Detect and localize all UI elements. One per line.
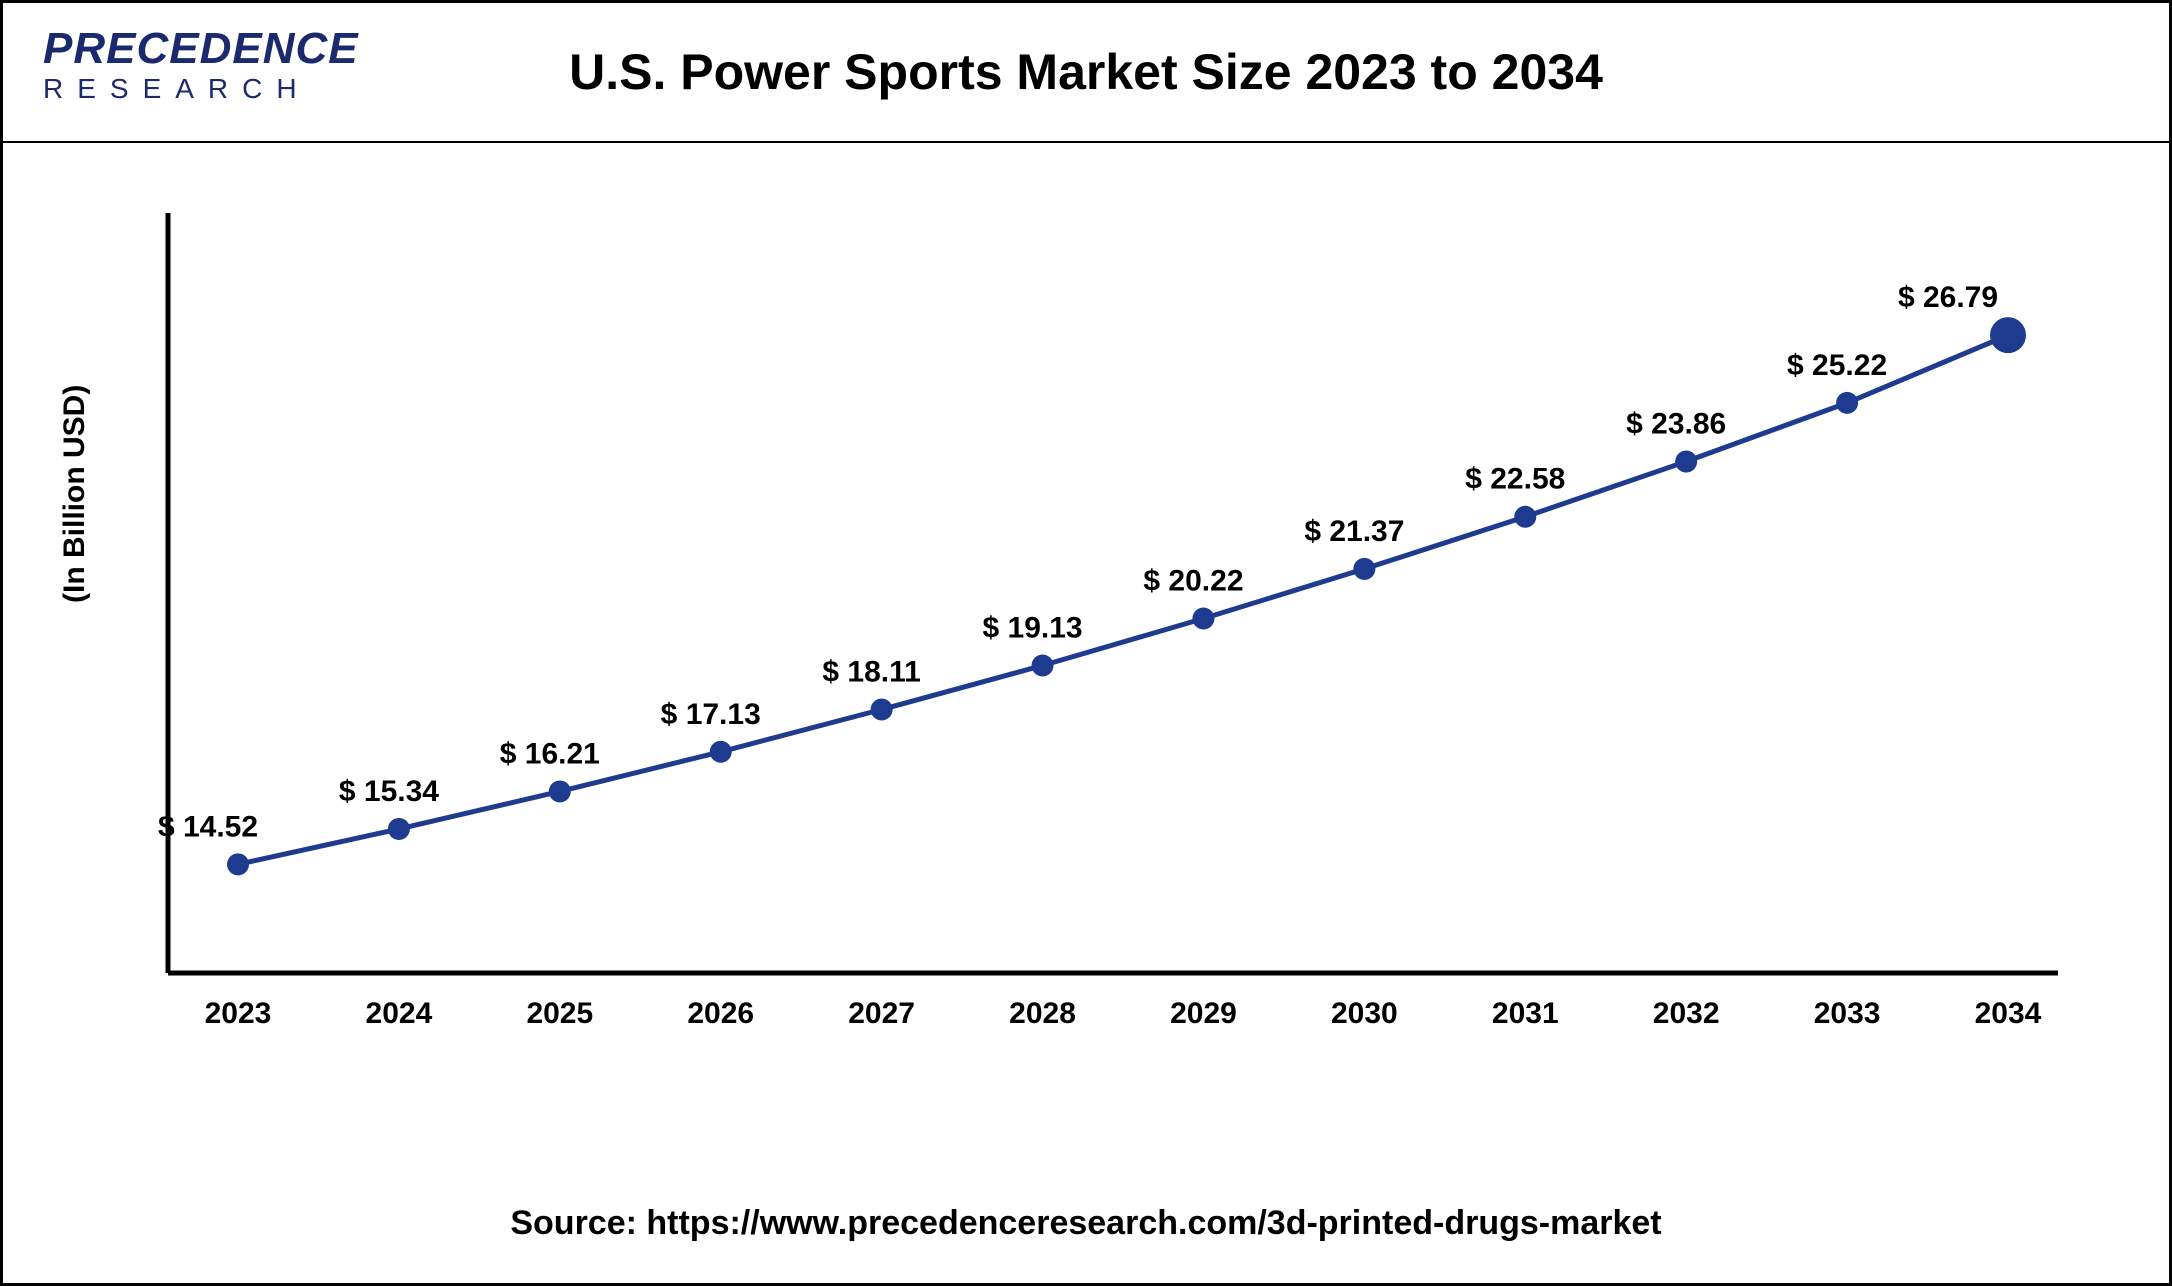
- x-tick-label: 2028: [1009, 997, 1076, 1030]
- value-label: $ 21.37: [1304, 515, 1404, 548]
- value-label: $ 20.22: [1143, 565, 1243, 598]
- data-marker: [1514, 506, 1536, 528]
- x-tick-label: 2031: [1492, 997, 1559, 1030]
- value-label: $ 23.86: [1626, 408, 1726, 441]
- value-label: $ 22.58: [1465, 463, 1565, 496]
- x-tick-label: 2030: [1331, 997, 1398, 1030]
- value-label: $ 14.52: [158, 810, 258, 843]
- x-tick-label: 2029: [1170, 997, 1237, 1030]
- chart-container: PRECEDENCE RESEARCH U.S. Power Sports Ma…: [0, 0, 2172, 1286]
- data-marker: [1032, 655, 1054, 677]
- value-label: $ 16.21: [500, 737, 600, 770]
- source-text: Source: https://www.precedenceresearch.c…: [3, 1204, 2169, 1243]
- x-tick-label: 2034: [1975, 997, 2042, 1030]
- value-label: $ 25.22: [1787, 349, 1887, 382]
- value-label: $ 19.13: [982, 612, 1082, 645]
- value-label: $ 18.11: [822, 656, 920, 689]
- x-tick-label: 2023: [205, 997, 272, 1030]
- x-tick-label: 2032: [1653, 997, 1720, 1030]
- data-marker: [1353, 558, 1375, 580]
- data-marker: [1675, 451, 1697, 473]
- data-marker: [1192, 608, 1214, 630]
- data-marker: [388, 818, 410, 840]
- data-marker: [1990, 317, 2026, 353]
- x-tick-label: 2027: [848, 997, 915, 1030]
- logo-bottom: RESEARCH: [43, 73, 359, 105]
- logo: PRECEDENCE RESEARCH: [43, 27, 359, 105]
- data-marker: [227, 853, 249, 875]
- header: PRECEDENCE RESEARCH U.S. Power Sports Ma…: [3, 3, 2169, 143]
- value-label: $ 15.34: [339, 775, 439, 808]
- chart-plot-area: $ 14.52 2023 $ 15.34 2024 $ 16.21 2025 $ 17.13…: [78, 203, 2078, 1103]
- data-marker: [1836, 392, 1858, 414]
- x-tick-label: 2025: [526, 997, 593, 1030]
- chart-svg: $ 14.52 2023 $ 15.34 2024 $ 16.21 2025 $ 17.13…: [78, 203, 2078, 1103]
- x-tick-label: 2033: [1814, 997, 1881, 1030]
- x-tick-label: 2026: [687, 997, 754, 1030]
- data-marker: [710, 741, 732, 763]
- value-label: $ 17.13: [661, 698, 761, 731]
- data-marker: [871, 699, 893, 721]
- value-label: $ 26.79: [1898, 281, 1998, 314]
- data-marker: [549, 780, 571, 802]
- logo-top: PRECEDENCE: [43, 27, 359, 71]
- data-line: [238, 335, 2008, 864]
- x-tick-label: 2024: [366, 997, 433, 1030]
